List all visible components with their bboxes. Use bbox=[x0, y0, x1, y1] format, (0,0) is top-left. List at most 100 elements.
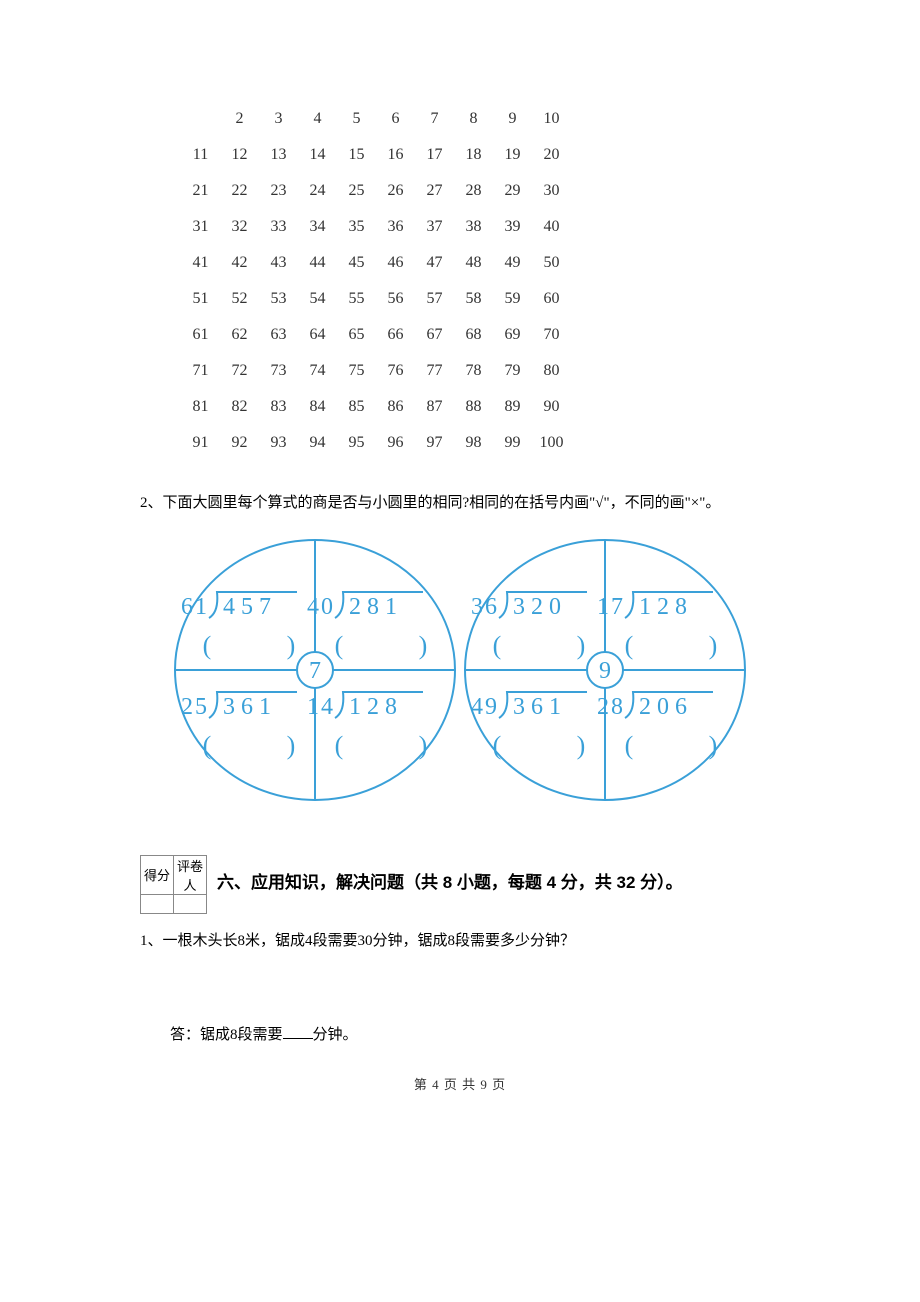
grid-cell: 74 bbox=[299, 354, 336, 388]
grid-cell: 64 bbox=[299, 318, 336, 352]
grid-cell: 38 bbox=[455, 210, 492, 244]
svg-text:49: 49 bbox=[471, 694, 499, 720]
svg-text:61: 61 bbox=[181, 594, 209, 620]
grid-cell: 47 bbox=[416, 246, 453, 280]
svg-text:1 2 8: 1 2 8 bbox=[639, 594, 687, 620]
svg-text:(: ( bbox=[203, 631, 212, 660]
grid-cell: 16 bbox=[377, 138, 414, 172]
grid-cell: 30 bbox=[533, 174, 570, 208]
grid-cell: 14 bbox=[299, 138, 336, 172]
grid-cell: 60 bbox=[533, 282, 570, 316]
grid-cell: 50 bbox=[533, 246, 570, 280]
grid-cell: 44 bbox=[299, 246, 336, 280]
grid-cell: 51 bbox=[182, 282, 219, 316]
svg-text:25: 25 bbox=[181, 694, 209, 720]
grid-cell: 5 bbox=[338, 102, 375, 136]
grid-cell: 4 bbox=[299, 102, 336, 136]
grid-cell: 26 bbox=[377, 174, 414, 208]
svg-text:): ) bbox=[419, 631, 428, 660]
grid-cell: 84 bbox=[299, 390, 336, 424]
grid-cell: 53 bbox=[260, 282, 297, 316]
section-6-title: 六、应用知识，解决问题（共 8 小题，每题 4 分，共 32 分）。 bbox=[217, 873, 683, 892]
grid-cell: 90 bbox=[533, 390, 570, 424]
grid-cell: 82 bbox=[221, 390, 258, 424]
grid-cell: 95 bbox=[338, 426, 375, 460]
grid-cell: 63 bbox=[260, 318, 297, 352]
question-2-text: 2、下面大圆里每个算式的商是否与小圆里的相同?相同的在括号内画"√"，不同的画"… bbox=[140, 492, 780, 515]
grid-cell: 23 bbox=[260, 174, 297, 208]
grid-cell: 12 bbox=[221, 138, 258, 172]
answer-suffix: 分钟。 bbox=[313, 1027, 358, 1043]
grid-cell: 8 bbox=[455, 102, 492, 136]
score-blank bbox=[141, 894, 174, 913]
svg-text:): ) bbox=[709, 631, 718, 660]
page-footer: 第 4 页 共 9 页 bbox=[140, 1074, 780, 1093]
grid-cell: 39 bbox=[494, 210, 531, 244]
svg-text:4 5 7: 4 5 7 bbox=[223, 594, 271, 620]
answer-blank bbox=[283, 1024, 313, 1039]
answer-prefix: 答：锯成8段需要 bbox=[170, 1027, 283, 1043]
grid-cell: 10 bbox=[533, 102, 570, 136]
grid-cell: 19 bbox=[494, 138, 531, 172]
grid-cell: 22 bbox=[221, 174, 258, 208]
grid-cell: 85 bbox=[338, 390, 375, 424]
grid-cell: 71 bbox=[182, 354, 219, 388]
svg-text:): ) bbox=[577, 631, 586, 660]
grid-cell: 13 bbox=[260, 138, 297, 172]
grid-cell: 17 bbox=[416, 138, 453, 172]
svg-text:): ) bbox=[709, 731, 718, 760]
grid-cell: 42 bbox=[221, 246, 258, 280]
grid-cell: 87 bbox=[416, 390, 453, 424]
grid-cell: 93 bbox=[260, 426, 297, 460]
grid-cell: 67 bbox=[416, 318, 453, 352]
svg-text:40: 40 bbox=[307, 594, 335, 620]
grid-cell: 97 bbox=[416, 426, 453, 460]
grid-cell: 77 bbox=[416, 354, 453, 388]
svg-text:2 8 1: 2 8 1 bbox=[349, 594, 397, 620]
grid-cell: 81 bbox=[182, 390, 219, 424]
grid-cell: 86 bbox=[377, 390, 414, 424]
grid-cell: 92 bbox=[221, 426, 258, 460]
grid-cell: 52 bbox=[221, 282, 258, 316]
grid-cell: 11 bbox=[182, 138, 219, 172]
grid-cell: 7 bbox=[416, 102, 453, 136]
svg-text:14: 14 bbox=[307, 694, 335, 720]
grid-cell: 100 bbox=[533, 426, 570, 460]
grid-cell: 98 bbox=[455, 426, 492, 460]
grid-cell: 54 bbox=[299, 282, 336, 316]
svg-text:): ) bbox=[419, 731, 428, 760]
grader-blank bbox=[174, 894, 207, 913]
svg-text:(: ( bbox=[493, 731, 502, 760]
svg-text:(: ( bbox=[625, 631, 634, 660]
grid-cell: 73 bbox=[260, 354, 297, 388]
grid-cell: 57 bbox=[416, 282, 453, 316]
svg-text:(: ( bbox=[335, 631, 344, 660]
grader-label: 评卷人 bbox=[174, 855, 207, 894]
grid-cell: 20 bbox=[533, 138, 570, 172]
svg-text:(: ( bbox=[625, 731, 634, 760]
grid-cell: 58 bbox=[455, 282, 492, 316]
svg-text:9: 9 bbox=[599, 658, 611, 684]
grid-cell: 80 bbox=[533, 354, 570, 388]
grid-cell: 68 bbox=[455, 318, 492, 352]
svg-text:): ) bbox=[287, 731, 296, 760]
grid-cell: 3 bbox=[260, 102, 297, 136]
svg-text:17: 17 bbox=[597, 594, 625, 620]
grid-cell: 48 bbox=[455, 246, 492, 280]
svg-text:(: ( bbox=[493, 631, 502, 660]
grid-cell: 72 bbox=[221, 354, 258, 388]
svg-text:3 6 1: 3 6 1 bbox=[513, 694, 561, 720]
grid-cell: 89 bbox=[494, 390, 531, 424]
grid-cell: 55 bbox=[338, 282, 375, 316]
grid-cell: 35 bbox=[338, 210, 375, 244]
score-box: 得分 评卷人 bbox=[140, 855, 207, 914]
svg-text:(: ( bbox=[203, 731, 212, 760]
svg-text:): ) bbox=[577, 731, 586, 760]
grid-cell: 41 bbox=[182, 246, 219, 280]
svg-text:7: 7 bbox=[309, 658, 321, 684]
score-label: 得分 bbox=[141, 855, 174, 894]
grid-cell: 61 bbox=[182, 318, 219, 352]
grid-cell: 70 bbox=[533, 318, 570, 352]
svg-text:(: ( bbox=[335, 731, 344, 760]
grid-cell: 25 bbox=[338, 174, 375, 208]
